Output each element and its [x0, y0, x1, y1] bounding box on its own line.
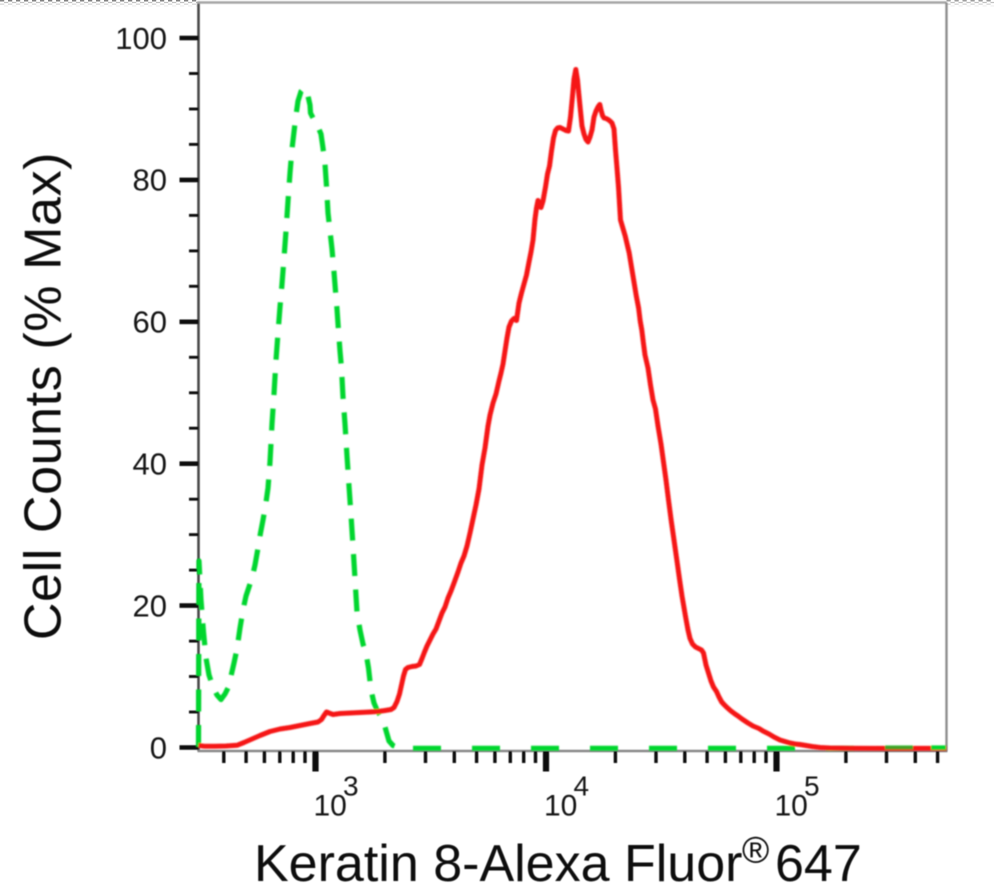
svg-text:®: ®: [742, 830, 769, 871]
svg-text:20: 20: [133, 588, 167, 623]
svg-text:40: 40: [133, 447, 167, 482]
svg-text:10: 10: [314, 789, 347, 822]
svg-text:4: 4: [574, 771, 590, 802]
svg-text:80: 80: [133, 163, 167, 198]
svg-text:100: 100: [115, 21, 167, 56]
svg-text:0: 0: [150, 730, 167, 765]
svg-text:5: 5: [804, 771, 820, 802]
svg-text:3: 3: [343, 771, 359, 802]
svg-text:647: 647: [775, 835, 862, 888]
svg-text:60: 60: [133, 305, 167, 340]
svg-text:10: 10: [775, 789, 808, 822]
svg-text:10: 10: [544, 789, 577, 822]
svg-text:Keratin 8-Alexa Fluor: Keratin 8-Alexa Fluor: [254, 835, 742, 888]
svg-text:Cell Counts (% Max): Cell Counts (% Max): [15, 152, 73, 640]
